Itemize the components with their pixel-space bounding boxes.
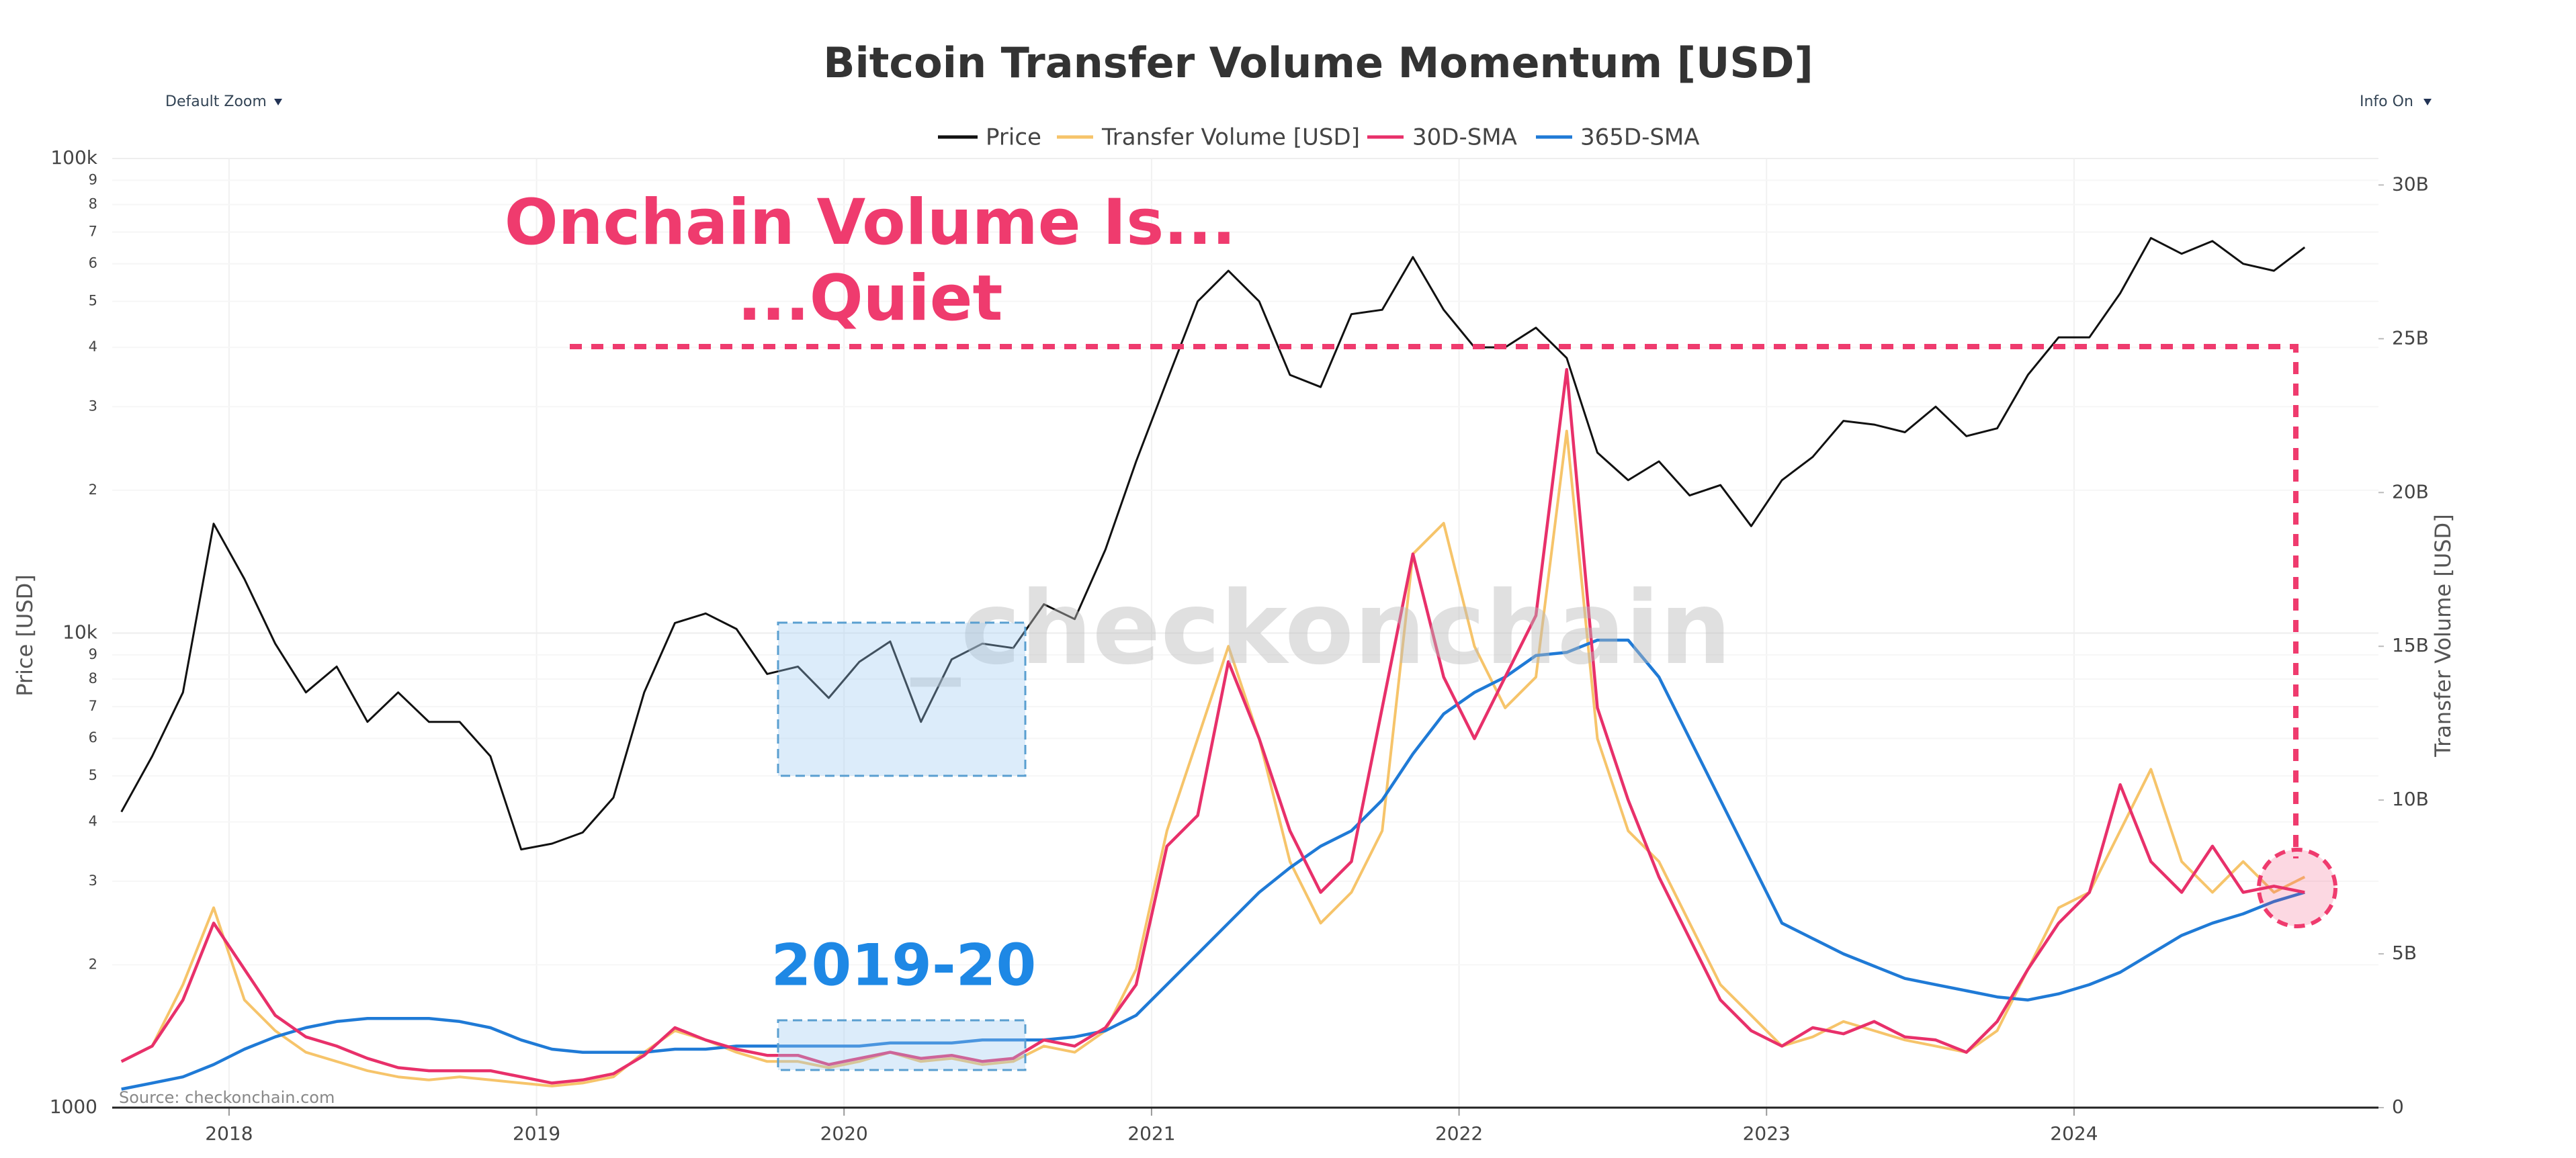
y-tick-label: 7 (89, 223, 97, 239)
legend-label: 365D-SMA (1580, 124, 1700, 151)
y-tick-label: 6 (89, 255, 97, 271)
y-tick-label: 7 (89, 698, 97, 714)
info-control[interactable]: Info On (2360, 93, 2413, 110)
legend-label: 30D-SMA (1412, 124, 1517, 151)
y-tick-label: 5 (89, 293, 97, 309)
y-tick-label: 3 (89, 873, 97, 889)
y2-tick-label: 0 (2392, 1096, 2404, 1118)
y-tick-label: 9 (89, 646, 97, 662)
y2-tick-label: 20B (2392, 480, 2429, 502)
source: Source: checkonchain.com (119, 1088, 335, 1107)
y-tick-label: 4 (89, 339, 97, 355)
annotation-circle (2257, 848, 2337, 928)
annotation: 2019-20 (771, 932, 1037, 999)
series-line (121, 638, 2305, 1091)
y-tick-label: 9 (89, 171, 97, 187)
legend-label: Transfer Volume [USD] (1101, 124, 1360, 151)
x-tick-label: 2021 (1127, 1122, 1175, 1145)
x-tick-label: 2018 (205, 1122, 253, 1145)
series-line (120, 367, 2305, 1085)
y-tick-label: 10k (62, 621, 98, 643)
legend-label: Price (986, 124, 1041, 151)
zoom-control[interactable]: Default Zoom (165, 93, 267, 110)
y2-tick-label: 5B (2392, 942, 2417, 964)
y2-tick-label: 15B (2392, 634, 2429, 656)
y-tick-label: 8 (89, 195, 97, 212)
y-tick-label: 8 (89, 670, 97, 686)
y-tick-label: 3 (89, 398, 97, 414)
annotation: Onchain Volume Is... (505, 186, 1236, 259)
y2-tick-label: 25B (2392, 326, 2429, 349)
x-tick-label: 2023 (1743, 1122, 1791, 1145)
y-tick-label: 2 (89, 956, 97, 972)
dropdown-arrow[interactable] (274, 99, 282, 105)
highlight-box (777, 1019, 1027, 1071)
x-tick-label: 2022 (1435, 1122, 1483, 1145)
highlight-box (777, 621, 1027, 777)
y-axis-title: Price [USD] (12, 574, 38, 697)
y-tick-label: 5 (89, 767, 97, 783)
y2-tick-label: 10B (2392, 788, 2429, 810)
annotation-line (570, 344, 2299, 858)
chart-title: Bitcoin Transfer Volume Momentum [USD] (823, 38, 1813, 87)
y-tick-label: 6 (89, 729, 97, 746)
x-tick-label: 2019 (513, 1122, 560, 1145)
x-tick-label: 2024 (2050, 1122, 2098, 1145)
y2-tick-label: 30B (2392, 173, 2429, 195)
watermark: _checkonchain (910, 570, 1731, 687)
y2-axis-title: Transfer Volume [USD] (2430, 514, 2456, 757)
series-line (120, 236, 2306, 851)
series-line (120, 429, 2306, 1087)
y-tick-label: 1000 (50, 1096, 97, 1118)
x-tick-label: 2020 (820, 1122, 868, 1145)
y-tick-label: 100k (50, 146, 97, 169)
y-tick-label: 4 (89, 813, 97, 830)
annotation: ...Quiet (738, 262, 1003, 335)
dropdown-arrow[interactable] (2423, 99, 2432, 105)
y-tick-label: 2 (89, 482, 97, 498)
